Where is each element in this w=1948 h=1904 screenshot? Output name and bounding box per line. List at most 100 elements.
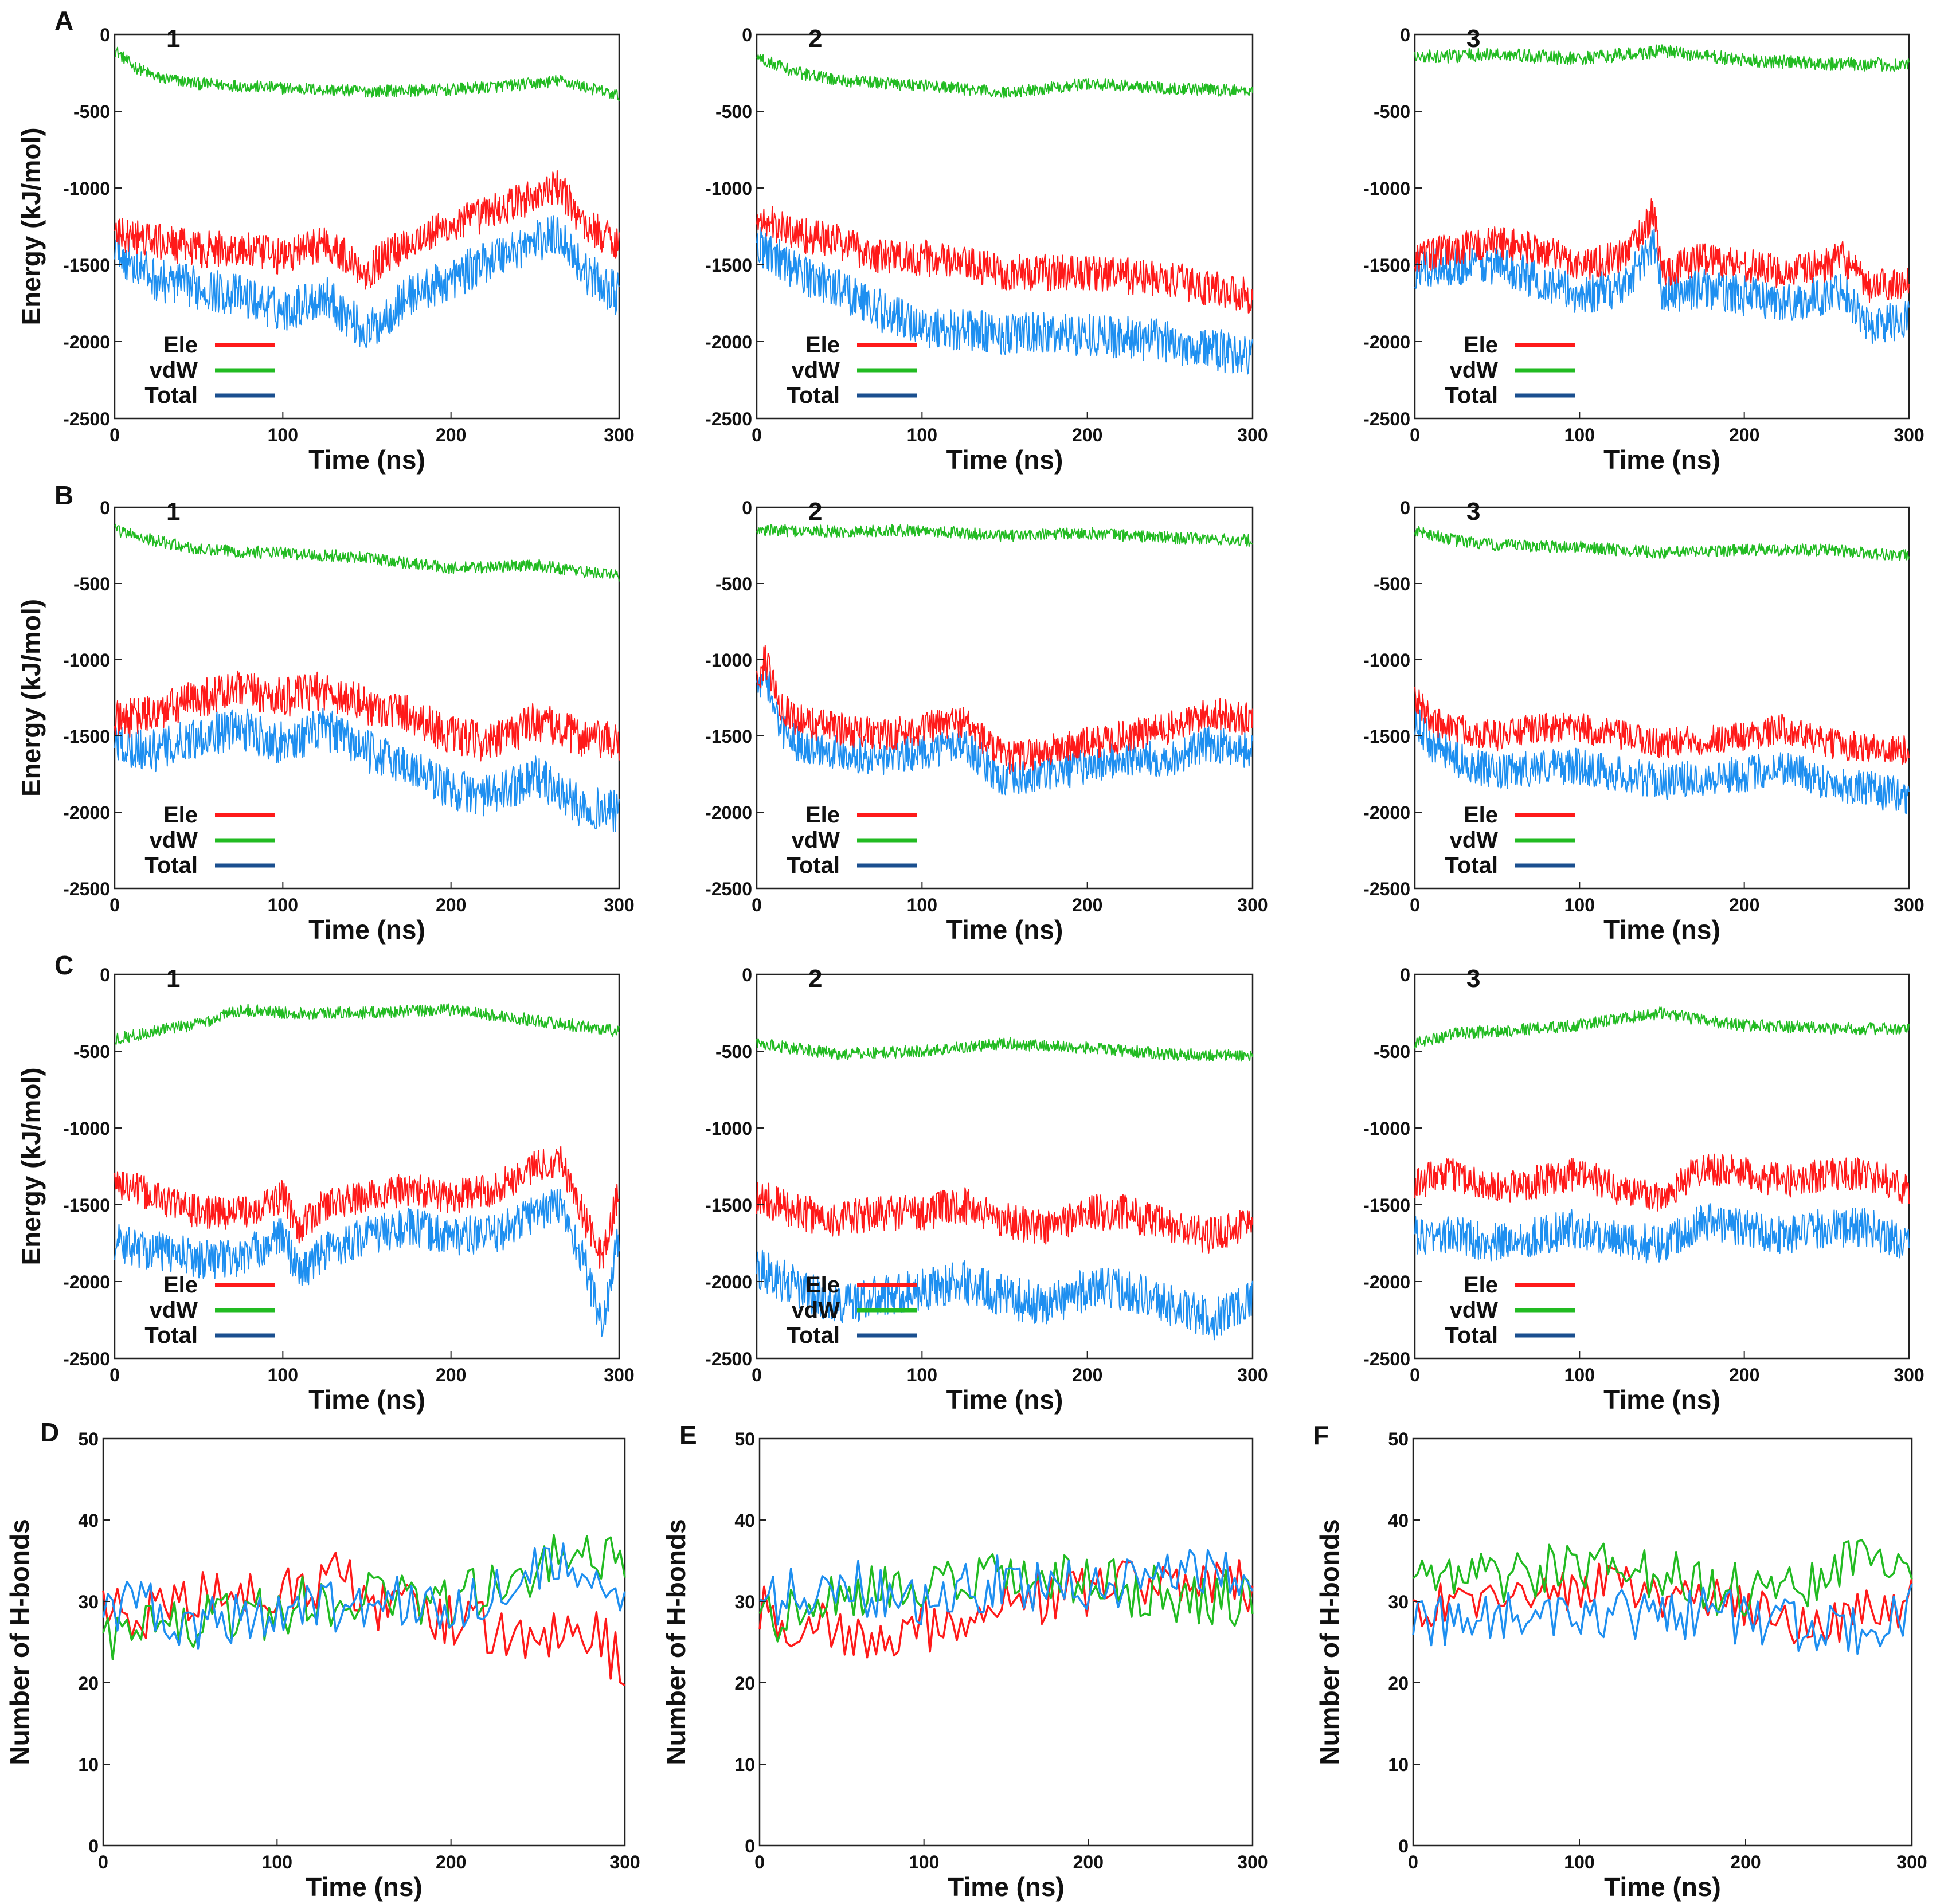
y-tick-label: -2000 [63, 1272, 110, 1292]
x-tick-label: 100 [1564, 1365, 1595, 1385]
y-tick-label: -2000 [705, 802, 752, 823]
series-green-line [758, 1553, 1254, 1643]
x-tick-label: 300 [609, 1852, 640, 1872]
x-axis-label: Time (ns) [1603, 445, 1720, 475]
y-tick-label: -2500 [63, 1349, 110, 1369]
y-tick-label: -1000 [1363, 178, 1410, 199]
y-tick-label: 10 [1388, 1754, 1409, 1775]
x-axis-label: Time (ns) [948, 1872, 1065, 1902]
y-tick-label: -2500 [1363, 1349, 1410, 1369]
series-vdw-line [756, 54, 1253, 99]
chart-C2: 0 100 200 300 0 -500 -1000 -1500 -2000 -2500 Time … [705, 965, 1268, 1415]
y-tick-label: -1500 [705, 255, 752, 276]
y-tick-label: 40 [734, 1510, 755, 1531]
y-tick-label: 20 [734, 1673, 755, 1694]
chart-E: 0 100 200 300 0 10 20 30 40 50 Time (ns) Number of … [661, 1429, 1268, 1902]
y-tick-label: -500 [1374, 101, 1410, 122]
series-vdw-line [756, 1037, 1253, 1062]
y-tick-label: -2500 [1363, 409, 1410, 429]
plot-frame [102, 1437, 626, 1847]
legend-label-total: Total [144, 383, 198, 408]
y-tick-label: -1500 [63, 255, 110, 276]
legend-label-vdw: vdW [792, 358, 840, 383]
chart-A1: 0 100 200 300 0 -500 -1000 -1500 -2000 -2500 Time … [16, 25, 635, 475]
legend-label-total: Total [1445, 853, 1498, 878]
subplot-number: 3 [1466, 965, 1480, 993]
x-tick-label: 0 [1410, 895, 1420, 915]
legend-label-vdw: vdW [792, 1298, 840, 1323]
series-total-line [114, 1189, 620, 1337]
panel-letter-d: D [40, 1417, 59, 1447]
x-tick-label: 0 [754, 1852, 765, 1872]
y-tick-label: -1000 [63, 178, 110, 199]
y-tick-label: -1500 [705, 1195, 752, 1216]
y-tick-label: 0 [1400, 25, 1410, 45]
legend-label-vdw: vdW [1450, 358, 1499, 383]
y-tick-label: -500 [73, 101, 110, 122]
x-tick-label: 200 [436, 1365, 466, 1385]
legend-label-vdw: vdW [150, 828, 198, 853]
legend-label-ele: Ele [1464, 332, 1498, 358]
x-axis-label: Time (ns) [1604, 1872, 1721, 1902]
y-axis-label: Number of H-bonds [5, 1519, 34, 1765]
y-tick-label: -2500 [63, 879, 110, 899]
y-axis-label: Number of H-bonds [1315, 1519, 1344, 1765]
x-axis-label: Time (ns) [1603, 915, 1720, 945]
y-tick-label: -1500 [1363, 1195, 1410, 1216]
x-tick-label: 300 [1237, 895, 1268, 915]
legend-label-vdw: vdW [1450, 1298, 1499, 1323]
legend-label-ele: Ele [805, 802, 840, 828]
x-tick-label: 0 [752, 895, 762, 915]
series-vdw-line [114, 1003, 620, 1045]
plot-frame [114, 33, 620, 420]
panel-letter-e: E [679, 1420, 697, 1450]
series-vdw-line [114, 523, 620, 582]
x-axis-label: Time (ns) [308, 1385, 425, 1415]
legend-label-ele: Ele [1464, 802, 1498, 828]
legend-label-total: Total [1445, 383, 1498, 408]
series-vdw-line [1414, 526, 1910, 561]
x-tick-label: 100 [1564, 425, 1595, 445]
series-green-line [1412, 1539, 1913, 1617]
series-ele-line [756, 645, 1253, 774]
y-tick-label: -1000 [705, 650, 752, 671]
series-ele-line [114, 1146, 620, 1269]
y-tick-label: 10 [78, 1754, 99, 1775]
y-tick-label: -2000 [705, 332, 752, 352]
subplot-number: 1 [166, 965, 180, 993]
y-tick-label: 10 [734, 1754, 755, 1775]
y-tick-label: 20 [78, 1673, 99, 1694]
x-tick-label: 300 [1896, 1852, 1927, 1872]
plot-frame [756, 506, 1254, 890]
legend-label-total: Total [787, 1323, 840, 1348]
series-ele-line [1414, 687, 1910, 765]
subplot-number: 3 [1466, 25, 1480, 53]
y-tick-label: 0 [1400, 965, 1410, 985]
legend-label-ele: Ele [1464, 1272, 1498, 1298]
subplot-number: 2 [808, 497, 822, 526]
series-red-line [102, 1552, 625, 1687]
plot-frame [1414, 973, 1910, 1360]
x-tick-label: 0 [98, 1852, 108, 1872]
y-tick-label: -1000 [705, 1118, 752, 1139]
x-tick-label: 100 [907, 425, 937, 445]
y-tick-label: 30 [1388, 1592, 1409, 1612]
series-total-line [756, 1249, 1253, 1341]
series-blue-line [759, 1549, 1254, 1626]
x-tick-label: 300 [1894, 425, 1924, 445]
series-total-line [114, 215, 620, 348]
legend-label-total: Total [144, 853, 198, 878]
legend-label-vdw: vdW [1450, 828, 1499, 853]
y-axis-label: Energy (kJ/mol) [16, 1067, 46, 1265]
y-tick-label: 0 [742, 965, 752, 985]
x-tick-label: 300 [1894, 1365, 1924, 1385]
legend-label-ele: Ele [163, 332, 198, 358]
y-tick-label: 50 [734, 1429, 755, 1449]
chart-A3: 0 100 200 300 0 -500 -1000 -1500 -2000 -2500 Time … [1363, 25, 1924, 475]
plot-frame [114, 973, 620, 1360]
y-tick-label: -2000 [1363, 332, 1410, 352]
y-tick-label: -500 [1374, 574, 1410, 594]
